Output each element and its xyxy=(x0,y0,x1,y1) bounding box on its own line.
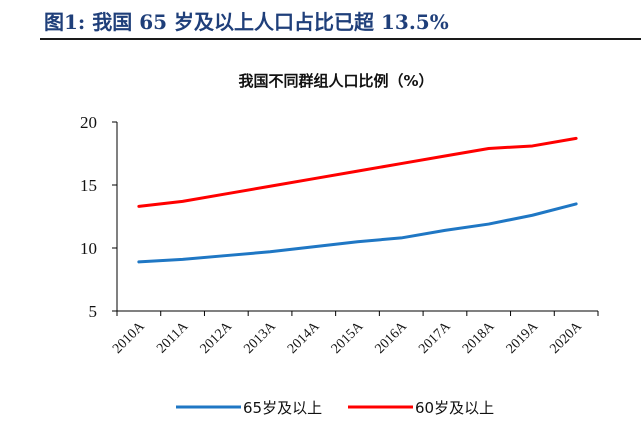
legend: 65岁及以上 60岁及以上 xyxy=(176,399,494,417)
x-tick-label: 2016A xyxy=(372,319,410,357)
x-tick-label: 2011A xyxy=(154,319,192,357)
series-layer xyxy=(137,136,578,264)
series-line-1 xyxy=(137,202,578,264)
chart-title: 我国不同群组人口比例（%） xyxy=(238,72,433,90)
x-tick-label: 2010A xyxy=(110,319,148,357)
y-tick-label: 15 xyxy=(80,176,97,195)
y-tick-label: 10 xyxy=(80,239,97,258)
x-tick-label: 2013A xyxy=(241,319,279,357)
series-line-2 xyxy=(137,136,578,208)
x-tick-label: 2020A xyxy=(547,319,585,357)
y-tick-label: 5 xyxy=(89,302,98,321)
legend-label-2: 60岁及以上 xyxy=(415,399,494,417)
x-tick-label: 2012A xyxy=(198,319,236,357)
x-tick-label: 2018A xyxy=(460,319,498,357)
x-tick-label: 2019A xyxy=(504,319,542,357)
header-rule xyxy=(40,38,641,40)
y-tick-label: 20 xyxy=(80,113,97,132)
figure-header: 图1: 我国 65 岁及以上人口占比已超 13.5% xyxy=(0,0,641,40)
legend-label-1: 65岁及以上 xyxy=(243,399,322,417)
x-tick-label: 2015A xyxy=(329,319,367,357)
x-tick-label: 2014A xyxy=(285,319,323,357)
x-tick-label: 2017A xyxy=(416,319,454,357)
figure-title: 图1: 我国 65 岁及以上人口占比已超 13.5% xyxy=(44,10,449,34)
